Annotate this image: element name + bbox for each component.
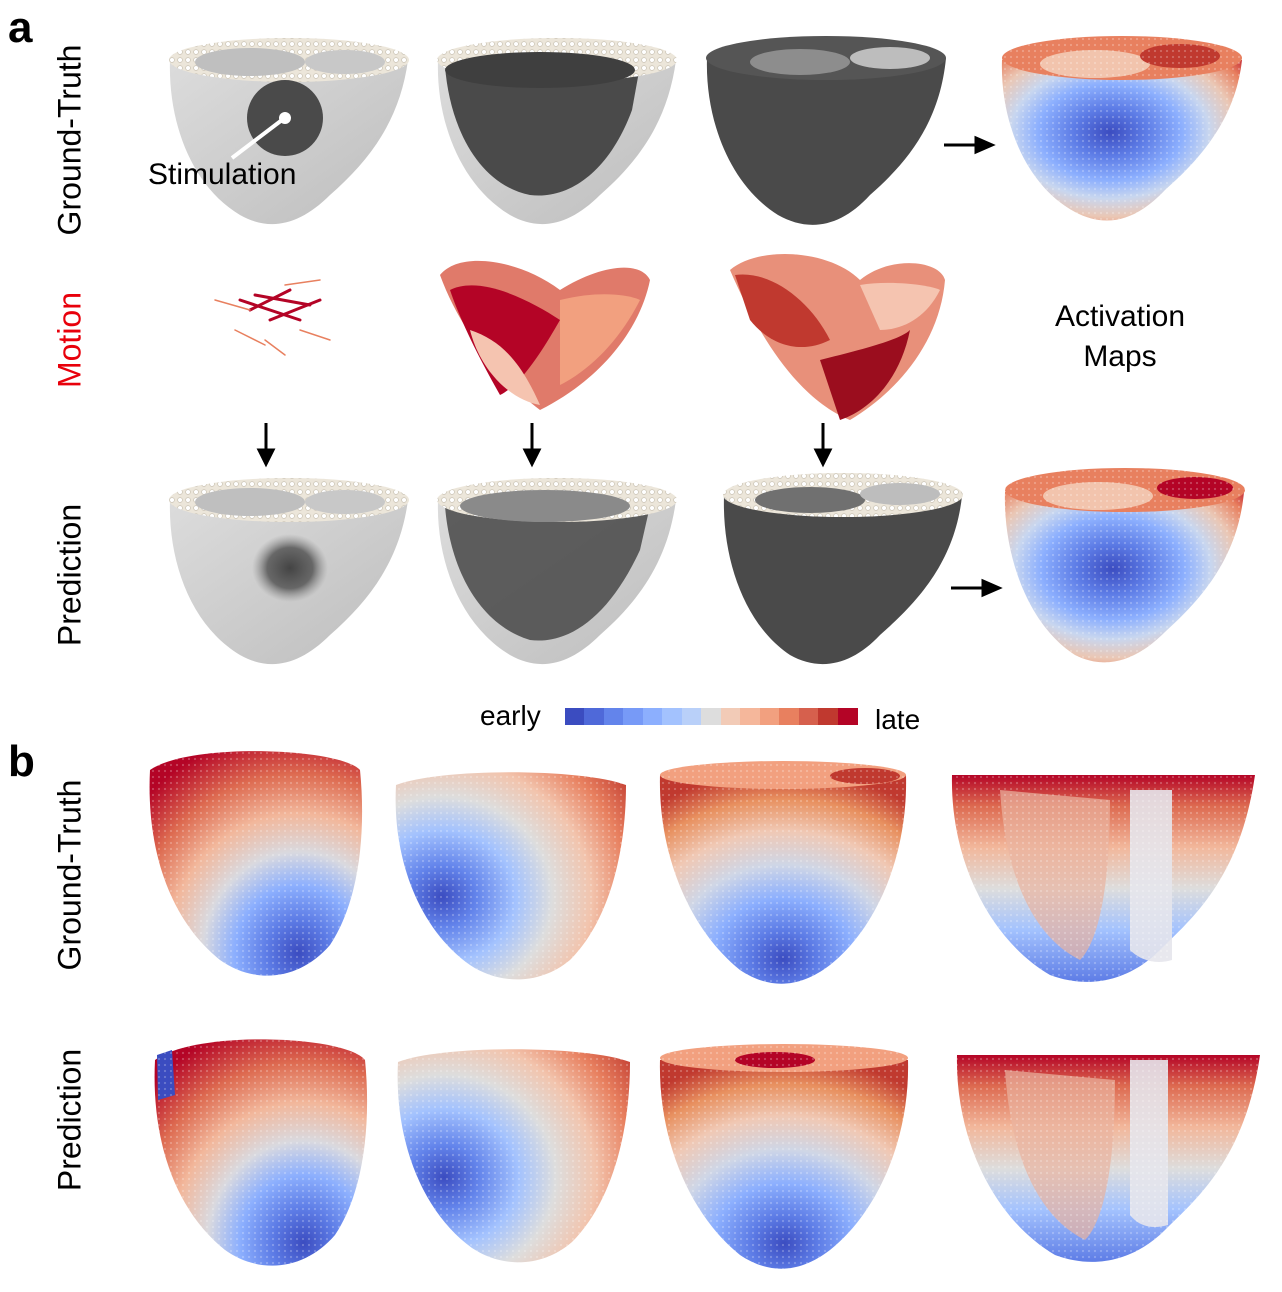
heart-pred-3 (723, 473, 963, 665)
colorbar-cell (759, 708, 780, 725)
colorbar-cell (623, 708, 644, 725)
heart-b-gt-3 (656, 761, 910, 992)
heart-b-pred-2 (394, 1045, 632, 1273)
heart-b-gt-2 (392, 768, 628, 988)
motion-field-1 (214, 279, 331, 356)
stimulation-label: Stimulation (148, 158, 297, 191)
heart-gt-1 (169, 38, 409, 225)
colorbar-late-label: late (875, 704, 921, 735)
colorbar-cell (642, 708, 663, 725)
colorbar-cell (681, 708, 702, 725)
panel-label-a: a (8, 3, 33, 52)
motion-field-3 (730, 253, 945, 420)
colorbar-cell (837, 708, 858, 725)
heart-b-pred-4 (955, 1045, 1263, 1277)
down-arrow-icon (256, 423, 833, 468)
heart-pred-2 (437, 478, 677, 665)
colorbar-cell (603, 708, 624, 725)
colorbar-early-label: early (480, 700, 541, 731)
colorbar-cell (720, 708, 741, 725)
activation-maps-label-line2: Maps (1083, 340, 1157, 373)
colorbar-cell (818, 708, 839, 725)
colorbar-cell (701, 708, 722, 725)
colorbar-cell (798, 708, 819, 725)
heart-gt-3 (706, 36, 946, 225)
heart-b-gt-4 (950, 770, 1258, 995)
heart-pred-activation (1003, 468, 1247, 670)
panel-label-b: b (8, 737, 35, 786)
colorbar-cell (565, 708, 585, 725)
colorbar-cell (584, 708, 605, 725)
heart-gt-2 (437, 38, 677, 225)
heart-b-pred-1 (150, 1030, 372, 1275)
heart-gt-activation (1000, 36, 1244, 228)
activation-maps-label-line1: Activation (1054, 300, 1186, 333)
heart-b-pred-3 (656, 1044, 912, 1278)
motion-field-2 (440, 260, 650, 410)
colorbar-cell (779, 708, 800, 725)
heart-pred-1 (169, 478, 409, 665)
right-arrow-icon (944, 135, 1003, 598)
colorbar-cell (662, 708, 683, 725)
heart-b-gt-1 (145, 745, 367, 985)
colorbar-cell (740, 708, 761, 725)
